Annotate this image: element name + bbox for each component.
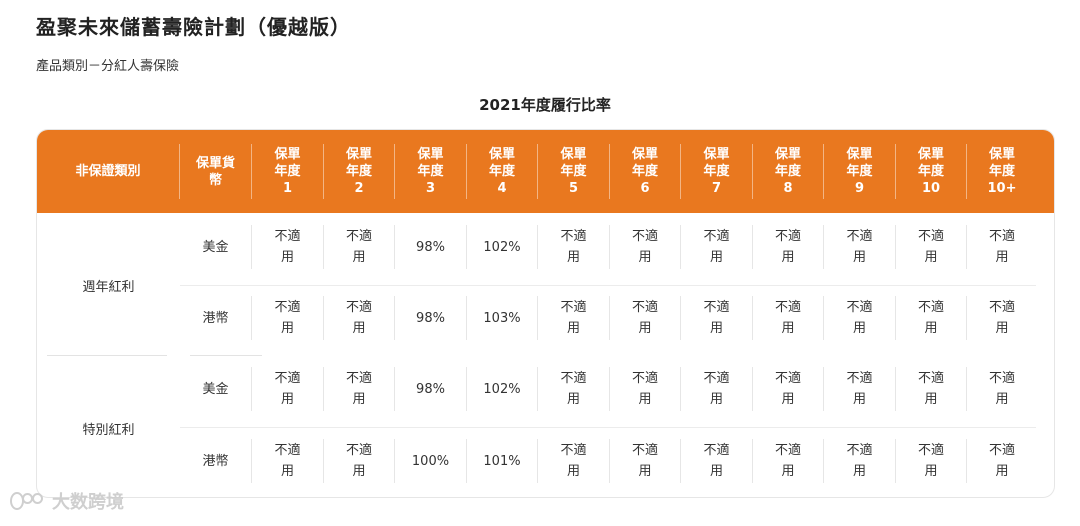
ratio-cell: 103% (467, 296, 538, 340)
ratio-cell: 不適 用 (896, 367, 967, 411)
header-policy-year: 保單 年度 5 (538, 144, 610, 199)
page-title: 盈聚未來儲蓄壽險計劃（優越版） (36, 15, 351, 39)
ratio-cell: 102% (467, 367, 538, 411)
ratio-cell: 不適 用 (610, 439, 681, 483)
header-policy-year: 保單 年度 10 (896, 144, 967, 199)
watermark-text: 大数跨境 (52, 492, 124, 513)
ratio-cell: 不適 用 (252, 296, 324, 340)
ratio-cell: 不適 用 (252, 367, 324, 411)
header-policy-year: 保單 年度 3 (395, 144, 467, 199)
dividend-type-label: 週年紅利 (82, 280, 135, 295)
ratio-cell: 不適 用 (824, 439, 896, 483)
ratio-cell: 100% (395, 439, 467, 483)
ratio-cell: 不適 用 (824, 296, 896, 340)
ratio-cell: 不適 用 (824, 367, 896, 411)
ratio-cell: 不適 用 (610, 367, 681, 411)
ratio-cell: 不適 用 (681, 296, 753, 340)
ratio-cell: 不適 用 (681, 439, 753, 483)
ratio-cell: 不適 用 (988, 443, 1015, 479)
ratio-cell: 98% (395, 367, 467, 411)
header-policy-year: 保單 年度 7 (681, 144, 753, 199)
header-policy-year: 保單 年度 9 (824, 144, 896, 199)
ratio-cell: 不適 用 (681, 225, 753, 269)
ratio-cell: 不適 用 (896, 296, 967, 340)
row-divider (180, 285, 1036, 286)
ratio-cell: 不適 用 (252, 225, 324, 269)
ratio-cell: 不適 用 (538, 225, 610, 269)
table-caption: 2021年度履行比率 (479, 96, 611, 114)
ratio-cell: 不適 用 (538, 439, 610, 483)
ratio-cell: 不適 用 (681, 367, 753, 411)
ratio-cell: 不適 用 (252, 439, 324, 483)
currency-cell: 美金 (180, 367, 252, 411)
product-category: 產品類別－分紅人壽保險 (36, 59, 180, 74)
ratio-cell: 不適 用 (610, 296, 681, 340)
currency-cell: 港幣 (180, 296, 252, 340)
ratio-cell: 98% (395, 225, 467, 269)
ratio-cell: 不適 用 (538, 367, 610, 411)
header-policy-year: 保單 年度 1 (252, 144, 324, 199)
ratio-cell: 不適 用 (753, 367, 824, 411)
ratio-cell: 不適 用 (824, 225, 896, 269)
table-header: 非保證類別 保單貨 幣保單 年度 1 保單 年度 2 保單 年度 3 保單 年度 4 保單… (37, 130, 1054, 213)
ratio-cell: 不適 用 (324, 225, 395, 269)
fulfillment-ratio-table: 非保證類別 保單貨 幣保單 年度 1 保單 年度 2 保單 年度 3 保單 年度 4 保單… (36, 129, 1055, 498)
header-policy-year: 保單 年度 10+ (987, 147, 1017, 196)
ratio-cell: 不適 用 (896, 225, 967, 269)
ratio-cell: 不適 用 (324, 367, 395, 411)
ratio-cell: 102% (467, 225, 538, 269)
ratio-cell: 不適 用 (988, 229, 1015, 265)
header-policy-year: 保單 年度 6 (610, 144, 681, 199)
ratio-cell: 101% (467, 439, 538, 483)
ratio-cell: 不適 用 (610, 225, 681, 269)
ratio-cell: 不適 用 (988, 371, 1015, 407)
header-category: 非保證類別 (37, 144, 180, 199)
currency-cell: 美金 (180, 225, 252, 269)
ratio-cell: 不適 用 (324, 439, 395, 483)
dividend-type-label: 特別紅利 (82, 423, 135, 438)
ratio-cell: 不適 用 (988, 300, 1015, 336)
ratio-cell: 不適 用 (753, 439, 824, 483)
header-policy-year: 保單 年度 8 (753, 144, 824, 199)
brand-logo-icon (8, 490, 48, 512)
ratio-cell: 不適 用 (753, 296, 824, 340)
row-divider (180, 427, 1036, 428)
ratio-cell: 不適 用 (896, 439, 967, 483)
ratio-cell: 不適 用 (753, 225, 824, 269)
header-policy-year: 保單 年度 4 (467, 144, 538, 199)
watermark: 大数跨境 (8, 488, 124, 514)
currency-cell: 港幣 (180, 439, 252, 483)
header-currency: 保單貨 幣 (180, 144, 252, 199)
header-policy-year: 保單 年度 2 (324, 144, 395, 199)
ratio-cell: 不適 用 (538, 296, 610, 340)
ratio-cell: 不適 用 (324, 296, 395, 340)
ratio-cell: 98% (395, 296, 467, 340)
group-divider (190, 355, 262, 356)
group-divider (47, 355, 167, 356)
